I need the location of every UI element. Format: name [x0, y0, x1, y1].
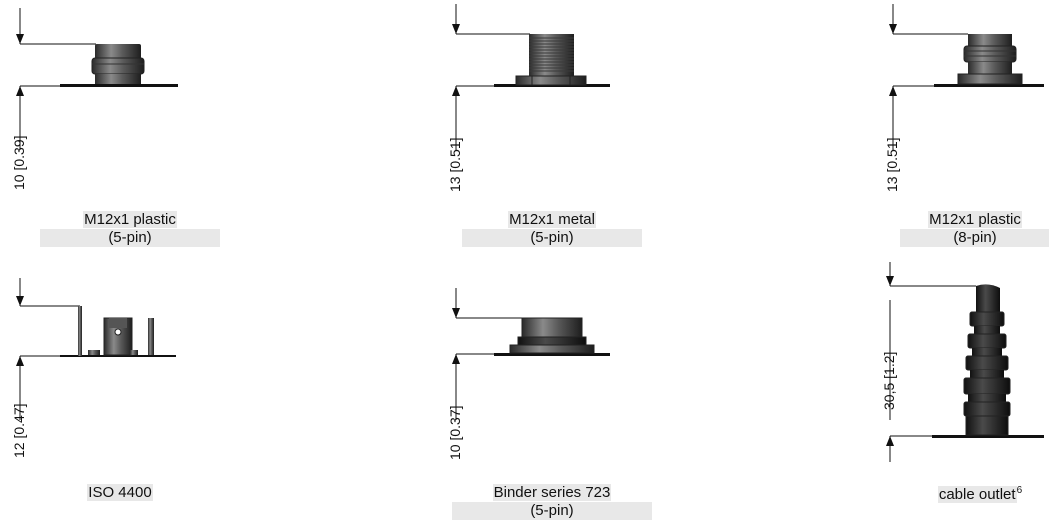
connector-pins: (8-pin) [900, 229, 1049, 247]
connector-caption: ISO 4400 [30, 484, 210, 502]
connector-cable-outlet [886, 262, 1044, 462]
dimension-label: 12 [0.47] [11, 404, 27, 459]
connector-caption: cable outlet6 [910, 482, 1049, 504]
connector-binder-723 [452, 288, 610, 420]
connector-name: M12x1 plastic [928, 211, 1022, 228]
connector-name: ISO 4400 [87, 484, 153, 501]
connector-caption: M12x1 plastic (5-pin) [40, 211, 220, 247]
footnote-marker: 6 [1016, 485, 1023, 496]
connector-name: cable outlet [937, 486, 1017, 503]
connector-pins: (5-pin) [40, 229, 220, 247]
dimension-label: 10 [0.39] [11, 136, 27, 191]
connector-pins: (5-pin) [462, 229, 642, 247]
connector-caption: M12x1 metal (5-pin) [462, 211, 642, 247]
connector-name: M12x1 metal [508, 211, 596, 228]
connector-name: Binder series 723 [492, 484, 612, 501]
dimension-label: 13 [0.51] [447, 138, 463, 193]
dimension-label: 30,5 [1.2] [881, 352, 897, 410]
connector-m12-plastic-5pin [16, 8, 178, 150]
connector-pins: (5-pin) [452, 502, 652, 520]
connector-m12-metal-5pin [452, 4, 610, 150]
connector-iso-4400 [16, 278, 176, 420]
connector-m12-plastic-8pin [889, 4, 1044, 150]
dimension-label: 10 [0.37] [447, 406, 463, 461]
connector-caption: Binder series 723 (5-pin) [452, 484, 652, 520]
dimension-label: 13 [0.51] [884, 138, 900, 193]
connector-name: M12x1 plastic [83, 211, 177, 228]
connector-caption: M12x1 plastic (8-pin) [900, 211, 1049, 247]
